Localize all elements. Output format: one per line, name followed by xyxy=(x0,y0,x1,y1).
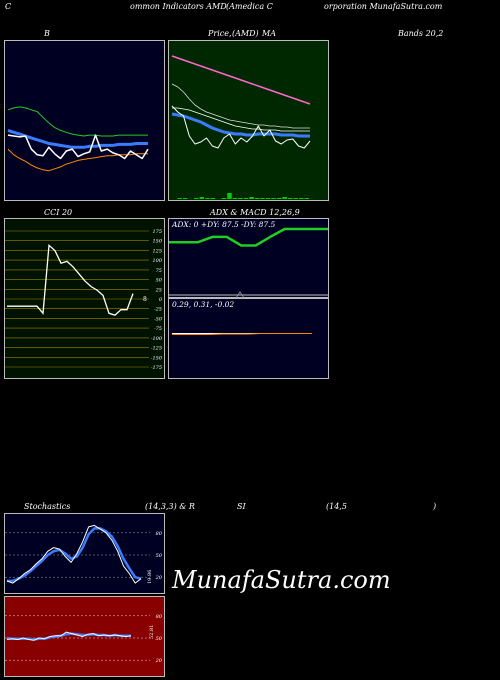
label-price: Price, xyxy=(208,29,232,38)
ma-price-line xyxy=(171,105,311,149)
cci-tick-label: 0 xyxy=(159,297,163,303)
rsi-last-label: 52.81 xyxy=(149,625,155,639)
header-right: orporation MunafaSutra.com xyxy=(324,2,443,11)
cci-line xyxy=(7,243,134,316)
rsi-tick-label: 20 xyxy=(155,658,163,664)
volume-bar xyxy=(243,198,249,199)
volume-bar xyxy=(265,198,271,199)
adx-panel: ADX: 0 +DY: 87.5 -DY: 87.5 xyxy=(168,218,329,299)
rsi-chart: 80 50 20 52.81 xyxy=(5,614,163,664)
volume-bar xyxy=(232,198,238,199)
stoch-tick-label: 20 xyxy=(155,575,163,581)
ma-long-line xyxy=(171,83,310,129)
bb-upper-line xyxy=(7,106,148,137)
volume-bar xyxy=(183,198,188,199)
volume-bar xyxy=(238,198,243,199)
price-ma-chart xyxy=(171,55,311,199)
rsi-tick-label: 80 xyxy=(156,614,163,620)
label-si: SI xyxy=(237,502,246,511)
watermark: MunafaSutra.com xyxy=(172,566,391,594)
label-b: B xyxy=(44,29,50,38)
cci-tick-label: 25 xyxy=(155,287,162,293)
macd-values: 0.29, 0.31, -0.02 xyxy=(172,300,235,309)
cci-tick-label: 175 xyxy=(152,229,162,235)
label-stoch-params: (14,3,3) & R xyxy=(145,502,195,511)
volume-bar xyxy=(276,198,282,199)
cci-tick-label: -100 xyxy=(151,336,163,342)
stoch-k-line xyxy=(6,524,142,584)
cci-tick-label: 150 xyxy=(152,239,162,245)
label-price-overlap: (AMD) xyxy=(232,29,259,38)
cci-chart: 175 150 125 100 75 50 25 0 -25 -50 -75 -100 -125 -150… xyxy=(5,229,163,371)
bollinger-chart xyxy=(7,106,149,172)
volume-bar xyxy=(271,198,276,199)
cci-panel: 175 150 125 100 75 50 25 0 -25 -50 -75 -100 -125 -150… xyxy=(4,218,165,379)
cci-tick-label: 100 xyxy=(152,258,162,264)
macd-chart xyxy=(172,333,312,335)
bb-middle-line xyxy=(7,128,148,149)
cci-tick-label: -75 xyxy=(154,326,162,332)
header-overlap: (Amedica C xyxy=(226,2,273,11)
rsi-panel: 80 50 20 52.81 xyxy=(4,596,165,677)
header-mid-left: ommon Indicators AMD xyxy=(130,2,227,11)
label-adx-macd: ADX & MACD 12,26,9 xyxy=(210,208,300,217)
adx-values: ADX: 0 +DY: 87.5 -DY: 87.5 xyxy=(172,220,276,229)
cci-tick-label: -50 xyxy=(154,316,163,322)
volume-bar xyxy=(260,198,265,199)
rsi-tick-label: 50 xyxy=(156,636,163,642)
label-ma: MA xyxy=(262,29,276,38)
cci-last-label: 8 xyxy=(143,296,147,303)
label-rsi-params: (14,5 xyxy=(326,502,347,511)
label-stoch: Stochastics xyxy=(24,502,71,511)
macd-line xyxy=(172,333,312,335)
cci-tick-label: 125 xyxy=(152,248,162,254)
volume-bar xyxy=(249,197,254,199)
volume-bar xyxy=(299,198,304,199)
cci-tick-label: 50 xyxy=(156,278,163,284)
macd-panel: 0.29, 0.31, -0.02 xyxy=(168,298,329,379)
bb-lower-line xyxy=(7,148,148,172)
volume-bar xyxy=(194,198,199,199)
header-left: C xyxy=(5,2,12,11)
volume-bar xyxy=(287,198,293,199)
volume-bar xyxy=(293,198,298,199)
stochastics-panel: 80 50 20 19.86 xyxy=(4,513,165,594)
volume-bar xyxy=(304,198,309,199)
volume-bar xyxy=(210,198,216,199)
cci-tick-label: 75 xyxy=(156,268,162,274)
volume-bar xyxy=(254,198,260,199)
cci-tick-label: -175 xyxy=(151,365,162,371)
volume-bar xyxy=(205,198,210,199)
bb-price-line xyxy=(7,134,149,160)
volume-bar xyxy=(177,198,182,199)
rsi-line xyxy=(6,631,132,641)
bollinger-panel xyxy=(4,40,165,201)
stoch-tick-label: 80 xyxy=(156,531,163,537)
ma-mid-line xyxy=(172,107,310,132)
adx-chart xyxy=(169,227,328,299)
ma-upper-line xyxy=(171,55,311,105)
price-ma-panel xyxy=(168,40,329,201)
label-close-paren: ) xyxy=(433,502,437,511)
cci-tick-label: -25 xyxy=(154,307,162,313)
volume-bar xyxy=(221,198,227,199)
stoch-tick-label: 50 xyxy=(156,553,163,559)
cci-tick-label: -125 xyxy=(151,346,162,352)
volume-bar xyxy=(282,197,287,199)
volume-bar xyxy=(199,197,205,199)
label-bands: Bands 20,2 xyxy=(398,29,444,38)
ma-short-line xyxy=(171,112,310,138)
label-cci: CCI 20 xyxy=(44,208,73,217)
adx-plus-dy-line xyxy=(169,227,328,247)
volume-bar xyxy=(227,193,232,199)
stoch-last-label: 19.86 xyxy=(147,570,153,584)
cci-tick-label: -150 xyxy=(151,355,163,361)
stoch-d-line xyxy=(7,527,142,583)
